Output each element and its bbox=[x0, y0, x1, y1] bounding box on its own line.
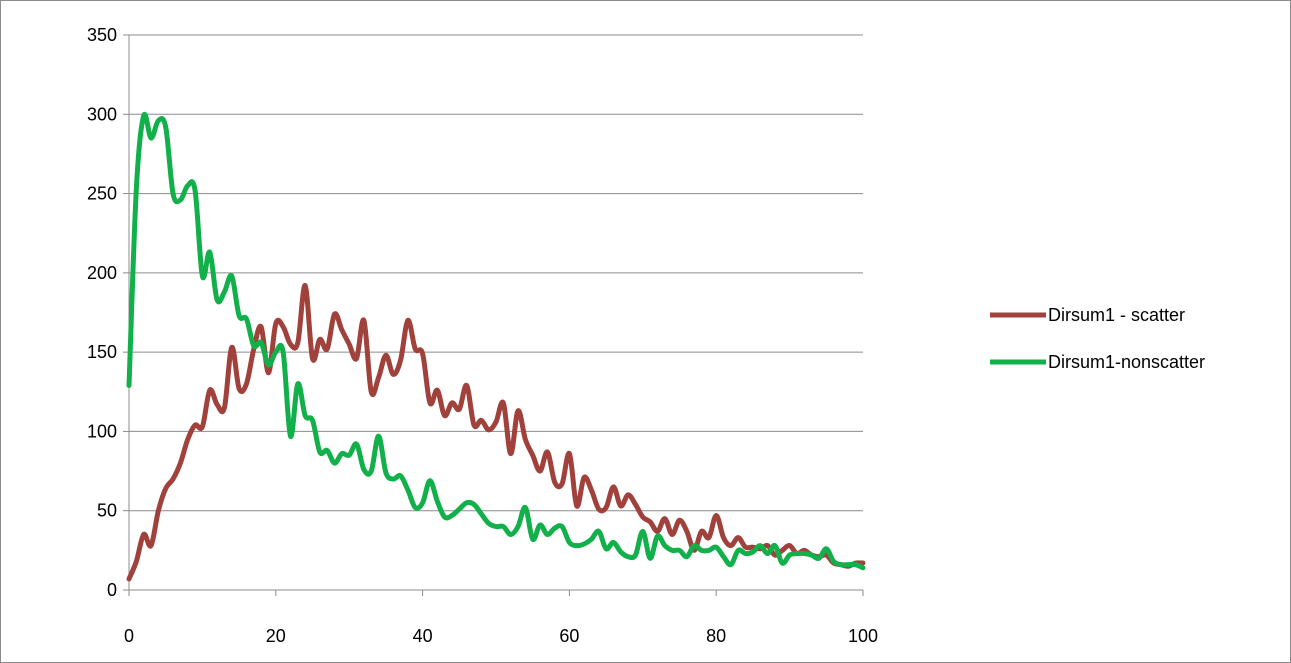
series-line-1 bbox=[126, 283, 866, 582]
y-tick-labels: 0 50 100 150 200 250 300 350 bbox=[87, 25, 117, 600]
series-lines bbox=[126, 111, 866, 582]
x-tick-label: 0 bbox=[124, 626, 134, 646]
y-tick-label: 350 bbox=[87, 25, 117, 45]
x-tick-label: 80 bbox=[706, 626, 726, 646]
gridlines bbox=[129, 34, 863, 512]
x-tick-label: 100 bbox=[848, 626, 878, 646]
x-tick-labels: 0 20 40 60 80 100 bbox=[124, 626, 878, 646]
y-tick-label: 200 bbox=[87, 263, 117, 283]
axes bbox=[123, 34, 864, 596]
legend-label-2: Dirsum1-nonscatter bbox=[1048, 352, 1205, 372]
y-tick-label: 150 bbox=[87, 342, 117, 362]
y-tick-label: 300 bbox=[87, 104, 117, 124]
series-line-2 bbox=[126, 111, 866, 571]
x-tick-label: 40 bbox=[413, 626, 433, 646]
legend: Dirsum1 - scatter Dirsum1-nonscatter bbox=[990, 305, 1205, 372]
x-tick-label: 20 bbox=[266, 626, 286, 646]
y-tick-label: 250 bbox=[87, 184, 117, 204]
legend-label-1: Dirsum1 - scatter bbox=[1048, 305, 1185, 325]
y-tick-label: 0 bbox=[107, 580, 117, 600]
y-tick-label: 100 bbox=[87, 421, 117, 441]
x-tick-label: 60 bbox=[559, 626, 579, 646]
y-tick-label: 50 bbox=[97, 501, 117, 521]
